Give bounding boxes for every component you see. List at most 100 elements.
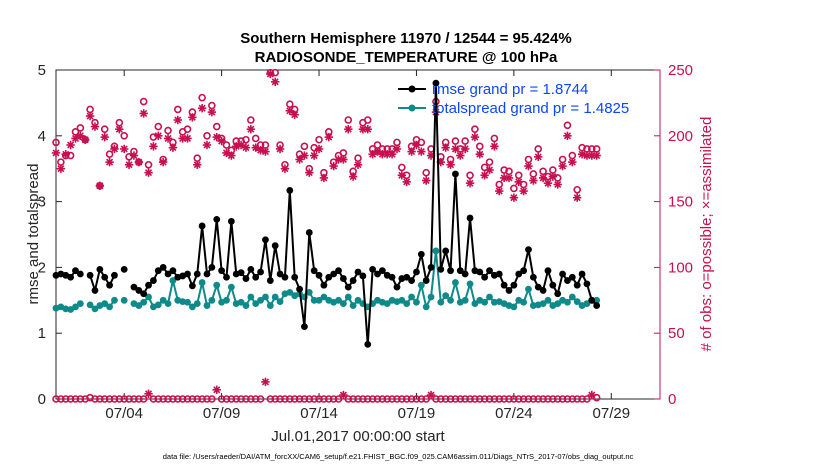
series-3-point-stroke xyxy=(495,187,503,195)
series-4-point xyxy=(363,395,372,403)
series-4-point xyxy=(446,395,455,403)
series-4-point xyxy=(125,395,133,403)
x-tick-label: 07/24 xyxy=(495,405,533,422)
series-0-point xyxy=(276,270,284,278)
series-4-point xyxy=(539,395,547,403)
series-4-point xyxy=(120,395,128,403)
series-0-point xyxy=(388,273,396,281)
series-4-point xyxy=(407,395,416,403)
series-3-point xyxy=(446,160,455,169)
series-4-point xyxy=(256,395,265,403)
series-4-point xyxy=(339,390,348,400)
series-3-point xyxy=(441,143,450,152)
series-4-point xyxy=(52,395,60,403)
series-3-point xyxy=(387,150,397,159)
series-3-point xyxy=(295,155,304,164)
series-4-point xyxy=(139,395,148,403)
x-tick-label: 07/04 xyxy=(105,405,143,422)
series-3-point xyxy=(124,160,134,169)
series-3-point-stroke xyxy=(510,194,518,202)
series-3-point xyxy=(456,151,465,160)
series-4-point xyxy=(266,395,275,403)
series-3-point-stroke xyxy=(330,162,338,170)
series-4-point xyxy=(505,395,513,403)
series-0-point xyxy=(310,267,318,275)
series-0-point xyxy=(247,265,255,273)
series-1-point xyxy=(442,292,450,300)
series-3-point xyxy=(95,181,105,191)
series-3-point xyxy=(534,152,543,162)
series-4-point xyxy=(203,395,211,403)
series-3-point-stroke xyxy=(135,158,143,166)
series-1-point xyxy=(208,296,216,304)
series-0-point xyxy=(320,281,328,289)
series-1-point xyxy=(184,298,191,306)
series-1-point xyxy=(154,301,162,309)
series-3-point-stroke xyxy=(339,155,347,164)
series-1-point xyxy=(159,296,167,304)
ticks-layer: 07/04 07/09 07/14 07/19 07/24 07/290123450501… xyxy=(38,62,693,422)
series-3-point xyxy=(553,180,562,189)
series-0-point xyxy=(500,281,508,289)
series-3-point-stroke xyxy=(524,162,533,170)
series-1-point xyxy=(262,293,269,301)
series-3-point xyxy=(183,134,192,143)
series-0-point xyxy=(359,272,367,280)
series-4-point xyxy=(378,395,387,403)
series-3-point-stroke xyxy=(101,133,109,141)
series-4-point xyxy=(300,395,309,403)
series-2-point xyxy=(52,138,60,147)
series-3-point-stroke xyxy=(412,141,420,149)
series-3-point xyxy=(90,122,100,131)
series-3-point-stroke xyxy=(442,144,450,152)
series-1-point xyxy=(486,293,493,301)
series-3-point xyxy=(290,110,299,119)
series-3-point xyxy=(329,161,338,171)
series-3-point xyxy=(241,143,251,152)
series-4-point-stroke xyxy=(213,386,221,394)
series-1-point xyxy=(135,302,143,309)
series-2-point xyxy=(198,93,206,102)
series-0-point xyxy=(252,273,260,281)
series-3-point-stroke xyxy=(242,144,250,152)
y-axis-label-right: # of obs: o=possible; ×=assimilated xyxy=(698,117,715,352)
series-3-point xyxy=(397,171,407,180)
series-4-point xyxy=(524,395,533,403)
series-0-point xyxy=(67,273,75,281)
series-3-point-stroke xyxy=(422,177,430,185)
series-3-point xyxy=(197,103,207,113)
series-0-point xyxy=(135,287,143,294)
series-3-point-stroke xyxy=(315,145,323,153)
series-0-point xyxy=(495,270,503,278)
series-2-point xyxy=(183,125,192,134)
series-4-point xyxy=(164,395,172,403)
series-1-point xyxy=(320,293,328,301)
series-1-point xyxy=(403,300,411,307)
series-0-point xyxy=(86,271,94,279)
series-3-point-stroke xyxy=(281,165,289,173)
series-0-point xyxy=(452,170,459,178)
series-0-point xyxy=(120,265,128,273)
series-3-point-stroke xyxy=(529,177,537,185)
series-3-point-stroke xyxy=(286,107,294,115)
series-4-point xyxy=(388,395,396,403)
series-1 xyxy=(52,247,601,313)
series-3-point-stroke xyxy=(159,158,167,166)
series-2-point xyxy=(500,166,508,174)
series-3-point-stroke xyxy=(218,137,226,145)
series-3-point-stroke xyxy=(154,132,162,140)
series-0-point xyxy=(339,275,347,282)
series-4-point xyxy=(578,395,586,403)
series-3-point-stroke xyxy=(515,178,523,186)
legend: rmse grand pr = 1.8744 totalspread grand… xyxy=(398,81,629,117)
series-3-point xyxy=(119,144,129,154)
series-4-point xyxy=(91,395,99,403)
series-0-point xyxy=(364,340,372,348)
series-3-point-stroke xyxy=(549,173,557,181)
series-3-point xyxy=(383,150,392,159)
series-3-point xyxy=(324,132,333,142)
series-3-point-stroke xyxy=(227,152,235,160)
series-1-point xyxy=(86,301,94,309)
series-2-point xyxy=(398,163,406,172)
series-0-point xyxy=(159,264,167,271)
